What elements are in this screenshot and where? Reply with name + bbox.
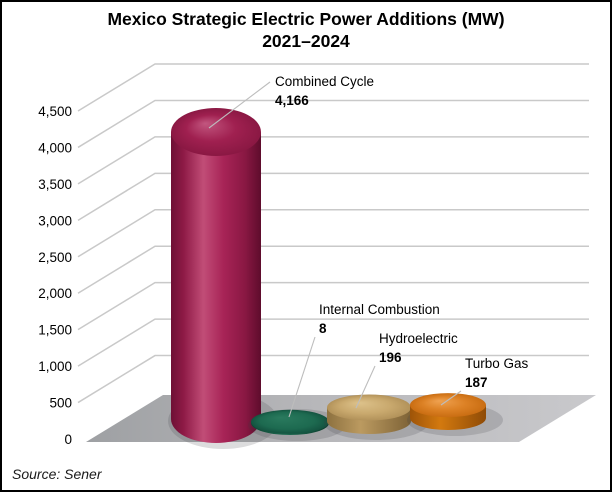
bar-turbo-gas xyxy=(407,393,503,436)
chart-title-line1: Mexico Strategic Electric Power Addition… xyxy=(107,9,505,29)
series-label-hydroelectric: Hydroelectric xyxy=(379,331,458,346)
bar-side xyxy=(171,132,261,443)
y-axis-tick-labels: 0 500 1,000 1,500 2,000 2,500 3,000 3,500 4,000 4… xyxy=(38,104,72,447)
bar-hydroelectric xyxy=(324,394,428,440)
y-tick-label: 4,500 xyxy=(38,104,72,119)
gridline xyxy=(77,63,589,112)
y-tick-label: 0 xyxy=(64,432,72,447)
series-value-internal-combustion: 8 xyxy=(319,321,327,336)
bar-combined-cycle xyxy=(168,108,278,449)
gridline xyxy=(77,245,589,294)
bar-top xyxy=(327,394,411,421)
series-label-combined-cycle: Combined Cycle xyxy=(275,74,374,89)
gridline xyxy=(77,318,589,367)
series-labels: Combined Cycle 4,166 Internal Combustion 8 H… xyxy=(275,74,529,390)
leader-line xyxy=(208,81,271,129)
bar-top xyxy=(251,409,329,434)
y-tick-label: 3,500 xyxy=(38,177,72,192)
series-label-internal-combustion: Internal Combustion xyxy=(319,302,440,317)
gridline xyxy=(77,99,589,149)
y-tick-label: 4,000 xyxy=(38,140,72,155)
series-value-combined-cycle: 4,166 xyxy=(275,93,309,108)
series-label-turbo-gas: Turbo Gas xyxy=(465,356,529,371)
series-value-hydroelectric: 196 xyxy=(379,350,402,365)
bar-internal-combustion xyxy=(248,409,346,441)
y-tick-label: 1,000 xyxy=(38,359,72,374)
y-tick-label: 3,000 xyxy=(38,213,72,228)
gridline xyxy=(77,354,589,404)
series-value-turbo-gas: 187 xyxy=(465,375,488,390)
bar-top xyxy=(410,393,486,418)
y-tick-label: 500 xyxy=(49,396,72,411)
leader-line xyxy=(355,365,376,409)
chart-title: Mexico Strategic Electric Power Addition… xyxy=(2,8,610,52)
gridline xyxy=(77,209,589,258)
gridline xyxy=(77,136,589,185)
source-note: Source: Sener xyxy=(12,466,102,482)
gridlines xyxy=(77,63,589,404)
y-tick-label: 1,500 xyxy=(38,323,72,338)
leader-lines xyxy=(208,81,462,418)
leader-line xyxy=(288,336,316,418)
y-tick-label: 2,000 xyxy=(38,286,72,301)
chart-title-line2: 2021–2024 xyxy=(262,31,350,51)
y-tick-label: 2,500 xyxy=(38,250,72,265)
gridline xyxy=(77,281,589,331)
bar-top xyxy=(171,108,261,156)
gridline xyxy=(77,172,589,221)
leader-line xyxy=(440,390,462,406)
